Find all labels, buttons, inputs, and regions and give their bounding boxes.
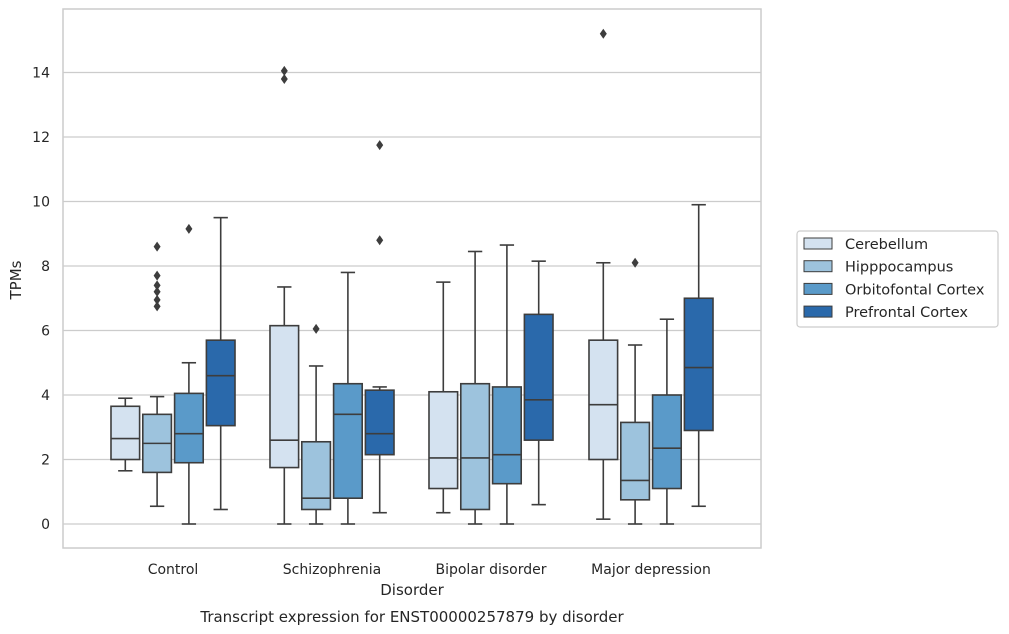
iqr-box xyxy=(683,297,714,432)
box-prefrontal-cortex-0 xyxy=(205,216,236,511)
box-cerebellum-0 xyxy=(110,397,141,472)
outlier-point xyxy=(280,65,288,76)
tick-labels: 0 2 4 6 8 10 12 14 Control Schizophrenia Bipolar d… xyxy=(32,66,711,579)
iqr-box xyxy=(428,390,459,490)
legend-label: Cerebellum xyxy=(845,237,928,253)
outlier-point xyxy=(185,223,193,234)
box-cerebellum-1 xyxy=(269,65,300,525)
iqr-box xyxy=(332,382,364,499)
iqr-box xyxy=(491,386,523,485)
legend-label: Hipppocampus xyxy=(845,260,953,276)
axes xyxy=(62,8,762,549)
box-hipppocampus-3 xyxy=(619,257,651,525)
y-tick-label: 10 xyxy=(32,195,50,211)
legend-swatch xyxy=(803,282,833,295)
outlier-point xyxy=(153,286,161,297)
x-tick-label: Schizophrenia xyxy=(283,562,381,578)
legend-label: Prefrontal Cortex xyxy=(845,305,968,321)
x-tick-label: Control xyxy=(148,562,199,578)
outlier-point xyxy=(376,140,384,151)
iqr-box xyxy=(269,324,300,469)
outlier-point xyxy=(153,301,161,312)
legend-label: Orbitofontal Cortex xyxy=(845,282,985,298)
y-tick-label: 0 xyxy=(41,517,50,533)
box-plot-marks xyxy=(110,28,714,525)
outlier-point xyxy=(631,257,639,268)
box-orbitofontal-cortex-1 xyxy=(332,271,364,525)
legend-swatch xyxy=(803,260,833,273)
outlier-point xyxy=(153,280,161,291)
box-prefrontal-cortex-2 xyxy=(523,260,554,506)
iqr-box xyxy=(651,394,683,490)
box-orbitofontal-cortex-2 xyxy=(491,244,523,525)
box-prefrontal-cortex-3 xyxy=(683,203,714,508)
plot-frame xyxy=(62,8,762,549)
legend-frame xyxy=(796,230,999,328)
iqr-box xyxy=(173,392,205,464)
iqr-box xyxy=(619,421,651,501)
outlier-point xyxy=(376,235,384,246)
box-orbitofontal-cortex-0 xyxy=(173,223,205,525)
iqr-box xyxy=(459,382,491,511)
outlier-point xyxy=(280,73,288,84)
chart-title: Transcript expression for ENST0000025787… xyxy=(199,608,624,626)
outlier-point xyxy=(153,294,161,305)
iqr-box xyxy=(110,405,141,461)
y-tick-label: 12 xyxy=(32,130,50,146)
box-cerebellum-2 xyxy=(428,281,459,514)
iqr-box xyxy=(205,339,236,427)
y-tick-label: 14 xyxy=(32,66,50,82)
outlier-point xyxy=(153,270,161,281)
y-tick-label: 4 xyxy=(41,388,50,404)
y-tick-label: 6 xyxy=(41,324,50,340)
box-hipppocampus-1 xyxy=(300,323,332,525)
x-axis-title: Disorder xyxy=(380,581,444,599)
outlier-point xyxy=(599,28,607,39)
x-tick-label: Bipolar disorder xyxy=(435,562,546,578)
box-cerebellum-3 xyxy=(588,28,619,520)
iqr-box xyxy=(300,440,332,511)
y-tick-label: 8 xyxy=(41,259,50,275)
iqr-box xyxy=(523,313,554,441)
box-hipppocampus-2 xyxy=(459,250,491,525)
iqr-box xyxy=(588,339,619,461)
legend: Cerebellum Hipppocampus Orbitofontal Corte… xyxy=(796,230,999,328)
y-axis-title: TPMs xyxy=(7,260,25,300)
box-prefrontal-cortex-1 xyxy=(364,140,395,514)
iqr-box xyxy=(364,389,395,456)
legend-swatch xyxy=(803,305,833,318)
x-tick-label: Major depression xyxy=(591,562,711,578)
legend-swatch xyxy=(803,237,833,250)
box-orbitofontal-cortex-3 xyxy=(651,318,683,525)
box-hipppocampus-0 xyxy=(141,241,173,508)
y-tick-label: 2 xyxy=(41,453,50,469)
outlier-point xyxy=(312,323,320,334)
outlier-point xyxy=(153,241,161,252)
